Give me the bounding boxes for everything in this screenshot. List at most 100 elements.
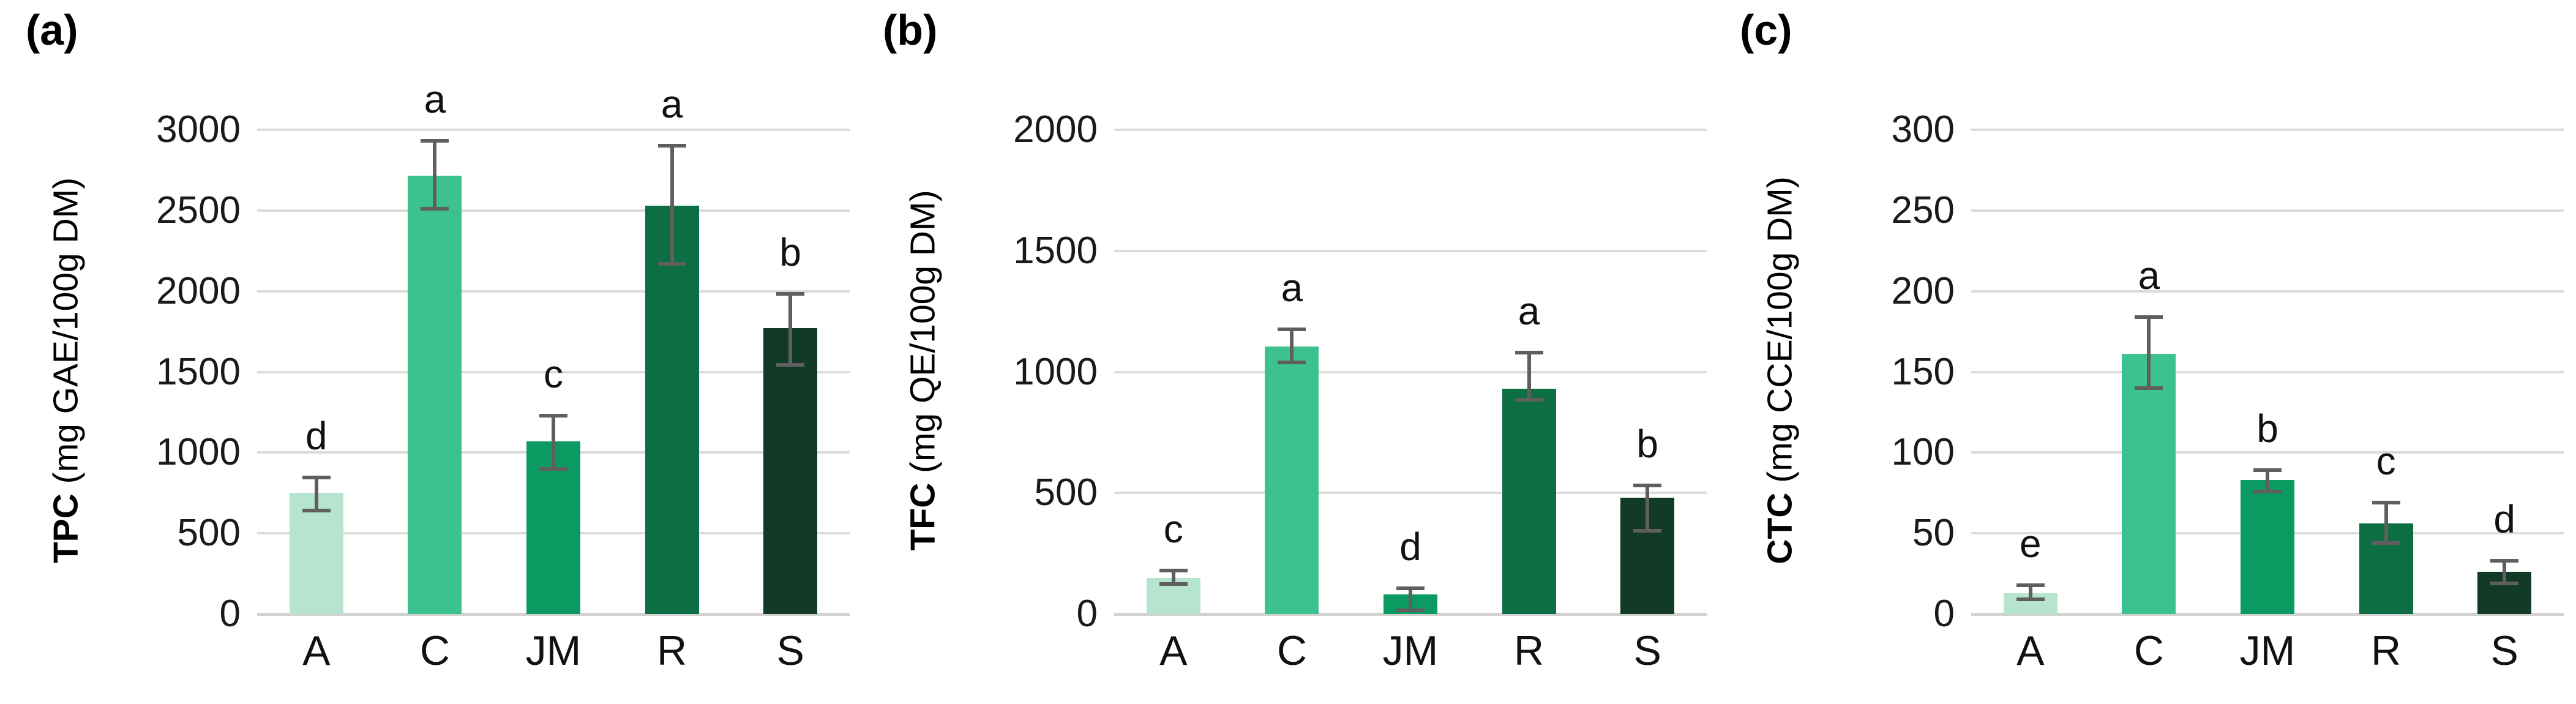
error-bar-cap-bottom	[1515, 397, 1543, 402]
error-bar-cap-top	[2253, 468, 2282, 473]
x-category-label: A	[2016, 627, 2045, 674]
x-category-label: JM	[525, 627, 582, 674]
error-bar-cap-bottom	[1396, 609, 1425, 613]
sig-letter: b	[1636, 422, 1658, 466]
y-tick-label: 2500	[156, 189, 241, 231]
error-bar	[433, 141, 437, 209]
chart-panel-a: (a) TPC (mg GAE/100g DM) 0 500 1000 1500 200…	[0, 0, 857, 704]
y-tick-label: 2000	[1013, 108, 1098, 151]
error-bar-cap-top	[657, 144, 686, 148]
error-bar-cap-bottom	[539, 466, 567, 471]
sig-letter: b	[2256, 406, 2278, 451]
y-tick-label: 250	[1891, 189, 1955, 231]
bar-R	[645, 205, 699, 614]
y-tick-label: 1000	[156, 431, 241, 474]
error-bar	[1290, 329, 1294, 362]
error-bar-cap-top	[2135, 315, 2163, 319]
sig-letter: a	[1518, 288, 1540, 333]
x-category-label: A	[1159, 627, 1188, 674]
x-category-label: S	[2490, 627, 2518, 674]
y-tick-label: 100	[1891, 431, 1955, 474]
sig-letter: a	[661, 82, 683, 127]
error-bar	[670, 146, 674, 264]
sig-letter: e	[2020, 521, 2042, 566]
error-bar-cap-top	[1159, 568, 1188, 572]
error-bar-cap-top	[776, 291, 805, 296]
x-category-label: C	[2133, 627, 2164, 674]
error-bar	[2384, 503, 2388, 543]
y-tick-label: 1000	[1013, 350, 1098, 393]
gridline	[1971, 370, 2564, 373]
error-bar-cap-bottom	[2253, 489, 2282, 493]
error-bar	[1646, 485, 1650, 531]
x-category-label: A	[302, 627, 331, 674]
error-bar-cap-top	[421, 139, 449, 143]
sig-letter: d	[1399, 525, 1421, 569]
error-bar-cap-top	[1396, 586, 1425, 591]
sig-letter: d	[2493, 496, 2515, 541]
bar-S	[763, 328, 818, 614]
error-bar-cap-bottom	[302, 509, 331, 513]
error-bar-cap-top	[2490, 558, 2519, 563]
panel-label-a: (a)	[26, 6, 78, 54]
gridline	[1114, 129, 1707, 131]
panel-label-b: (b)	[883, 6, 938, 54]
error-bar-cap-top	[1278, 328, 1306, 332]
bar-C	[408, 176, 462, 614]
error-bar	[788, 293, 793, 365]
y-tick-label: 500	[1034, 471, 1098, 514]
gridline	[257, 370, 850, 373]
sig-letter: d	[305, 414, 328, 459]
bar-A	[289, 493, 343, 614]
y-tick-label: 50	[1912, 512, 1955, 555]
gridline	[257, 209, 850, 212]
gridline	[1971, 451, 2564, 454]
y-tick-label: 1500	[156, 350, 241, 393]
error-bar-cap-bottom	[1633, 528, 1662, 533]
y-tick-label: 150	[1891, 350, 1955, 393]
sig-letter: b	[779, 230, 801, 274]
bar-JM	[2241, 480, 2294, 614]
bar-C	[1265, 346, 1319, 614]
gridline	[257, 290, 850, 293]
y-tick-label: 200	[1891, 269, 1955, 312]
sig-letter: c	[1163, 506, 1183, 551]
bar-C	[2122, 354, 2176, 614]
gridline	[1971, 129, 2564, 131]
y-tick-label: 1500	[1013, 229, 1098, 272]
sig-letter: c	[2376, 439, 2396, 484]
x-category-label: C	[1276, 627, 1307, 674]
error-bar-cap-top	[2372, 501, 2400, 505]
panel-label-c: (c)	[1740, 6, 1792, 54]
sig-letter: a	[424, 77, 446, 122]
x-axis-line	[1114, 613, 1707, 616]
gridline	[1114, 492, 1707, 495]
error-bar	[1171, 570, 1175, 584]
error-bar	[2503, 560, 2507, 583]
y-tick-label: 2000	[156, 269, 241, 312]
error-bar	[1527, 352, 1531, 400]
error-bar-cap-bottom	[657, 261, 686, 266]
y-tick-label: 0	[219, 593, 241, 635]
error-bar	[1409, 588, 1412, 611]
sig-letter: a	[2138, 253, 2160, 298]
gridline	[1971, 290, 2564, 293]
x-category-label: JM	[2239, 627, 2296, 674]
error-bar	[2266, 470, 2269, 492]
gridline	[1114, 249, 1707, 252]
error-bar-cap-bottom	[2016, 597, 2045, 602]
error-bar-cap-bottom	[421, 207, 449, 211]
x-axis-line	[257, 613, 850, 616]
y-tick-label: 0	[1076, 593, 1098, 635]
error-bar-cap-bottom	[2135, 386, 2163, 390]
error-bar	[2028, 585, 2032, 600]
error-bar-cap-bottom	[2372, 541, 2400, 545]
sig-letter: c	[544, 351, 563, 396]
x-axis-line	[1971, 613, 2564, 616]
chart-panel-c: (c) CTC (mg CCE/100g DM) 0 50 100 150 200 250…	[1714, 0, 2576, 704]
error-bar-cap-bottom	[1159, 582, 1188, 586]
